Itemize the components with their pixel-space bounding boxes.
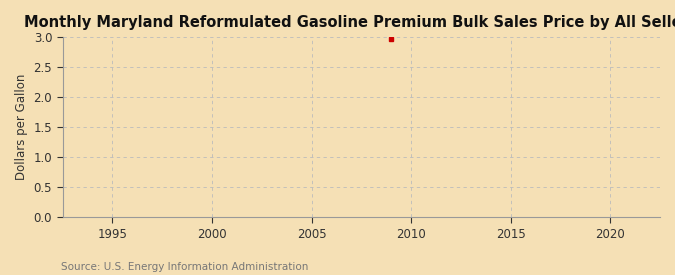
Text: Source: U.S. Energy Information Administration: Source: U.S. Energy Information Administ… <box>61 262 308 272</box>
Y-axis label: Dollars per Gallon: Dollars per Gallon <box>15 74 28 180</box>
Title: Monthly Maryland Reformulated Gasoline Premium Bulk Sales Price by All Sellers: Monthly Maryland Reformulated Gasoline P… <box>24 15 675 30</box>
